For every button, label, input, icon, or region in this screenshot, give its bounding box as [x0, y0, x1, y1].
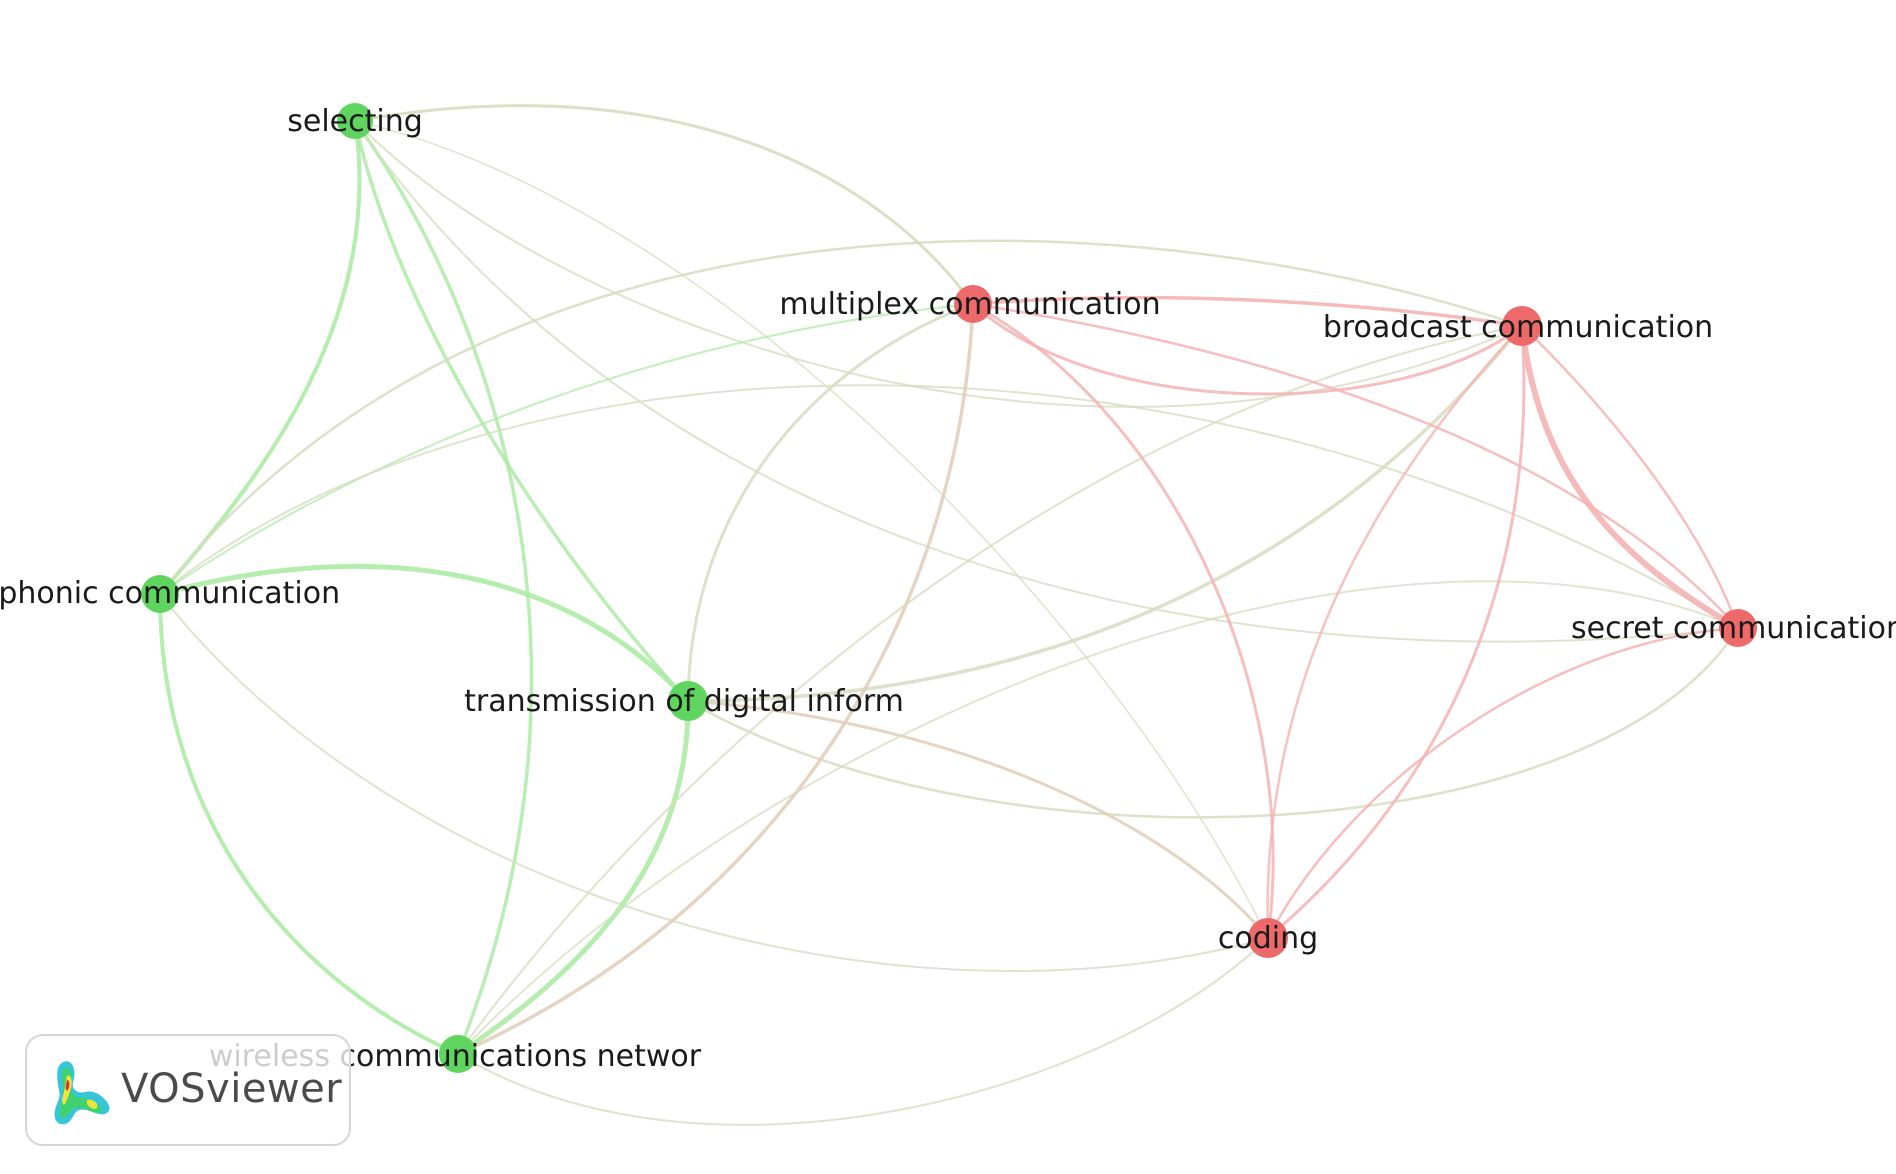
link-multiplex-broadcast	[972, 295, 1523, 328]
link-transmission-multiplex	[686, 302, 974, 702]
link-selecting-transmission	[353, 120, 690, 703]
link-telephonic-coding	[159, 593, 1269, 972]
node-telephonic[interactable]	[141, 575, 179, 613]
link-wireless-multiplex	[457, 303, 975, 1056]
link-telephonic-broadcast	[159, 239, 1523, 595]
link-telephonic-multiplex	[159, 303, 974, 595]
link-selecting-coding	[354, 120, 1269, 939]
vosviewer-logo: VOSviewer	[25, 1034, 351, 1146]
node-transmission[interactable]	[668, 681, 708, 721]
node-multiplex[interactable]	[954, 285, 992, 323]
label-transmission[interactable]: transmission of digital inform	[464, 684, 904, 719]
link-secret-coding	[1266, 626, 1739, 939]
link-selecting-secret	[354, 120, 1739, 643]
link-wireless-broadcast	[457, 325, 1523, 1055]
link-selecting-broadcast	[354, 120, 1523, 408]
link-telephonic-wireless	[158, 593, 459, 1056]
vosviewer-density-icon	[54, 1061, 110, 1125]
link-transmission-wireless	[456, 700, 691, 1057]
label-multiplex[interactable]: multiplex communication	[779, 287, 1160, 322]
label-telephonic[interactable]: ephonic communication	[0, 576, 340, 611]
link-selecting-telephonic	[158, 120, 362, 596]
network-nodes	[141, 103, 1757, 1073]
label-selecting[interactable]: selecting	[287, 104, 423, 139]
link-multiplex-secret	[972, 302, 1739, 629]
node-coding[interactable]	[1248, 918, 1288, 958]
link-broadcast-secret-2	[1521, 325, 1740, 629]
link-selecting-wireless	[353, 119, 534, 1055]
link-wireless-coding	[457, 937, 1269, 1126]
link-broadcast-secret	[1519, 325, 1740, 631]
node-broadcast[interactable]	[1502, 306, 1542, 346]
link-telephonic-secret	[159, 384, 1739, 629]
label-broadcast[interactable]: broadcast communication	[1323, 310, 1713, 345]
link-telephonic-transmission	[159, 563, 690, 703]
label-coding[interactable]: coding	[1218, 921, 1318, 956]
label-secret[interactable]: secret communication	[1571, 611, 1896, 646]
link-transmission-coding	[687, 699, 1270, 939]
link-transmission-broadcast	[687, 324, 1524, 703]
network-links	[158, 104, 1740, 1126]
link-broadcast-coding-2	[1266, 325, 1523, 939]
node-secret[interactable]	[1719, 609, 1757, 647]
node-selecting[interactable]	[337, 103, 373, 139]
vosviewer-brand-text: VOSviewer	[121, 1066, 343, 1112]
link-wireless-secret	[457, 580, 1739, 1055]
node-wireless[interactable]	[439, 1035, 477, 1073]
link-selecting-multiplex	[354, 104, 975, 305]
link-broadcast-coding	[1267, 325, 1526, 940]
